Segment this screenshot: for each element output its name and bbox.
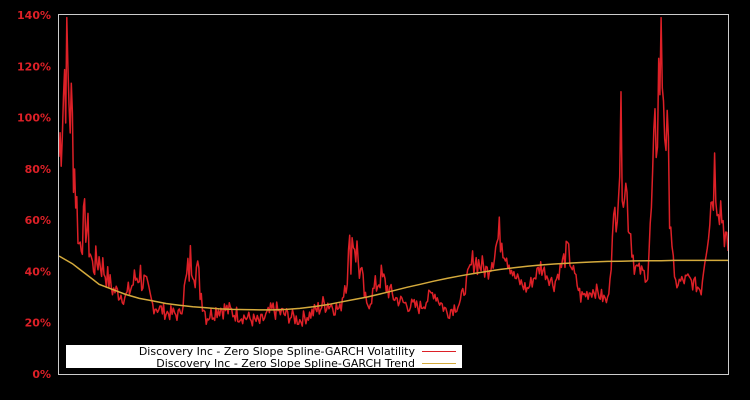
y-tick-label: 120% — [17, 60, 51, 73]
y-tick-label: 100% — [17, 112, 51, 125]
legend-label-volatility: Discovery Inc - Zero Slope Spline-GARCH … — [139, 345, 416, 358]
trend-line — [58, 255, 728, 311]
plot-frame — [58, 14, 729, 375]
legend: Discovery Inc - Zero Slope Spline-GARCH … — [66, 345, 462, 370]
y-axis-ticks: 0% 20% 40% 60% 80% 100% 120% 140% — [17, 9, 51, 381]
y-tick-label: 0% — [32, 368, 51, 381]
legend-label-trend: Discovery Inc - Zero Slope Spline-GARCH … — [156, 357, 415, 370]
volatility-line — [58, 16, 729, 327]
legend-box — [66, 345, 462, 368]
y-tick-label: 80% — [25, 163, 51, 176]
y-tick-label: 140% — [17, 9, 51, 22]
y-tick-label: 60% — [25, 214, 51, 227]
plot-area — [58, 16, 729, 327]
y-tick-label: 40% — [25, 265, 51, 278]
y-tick-label: 20% — [25, 317, 51, 330]
